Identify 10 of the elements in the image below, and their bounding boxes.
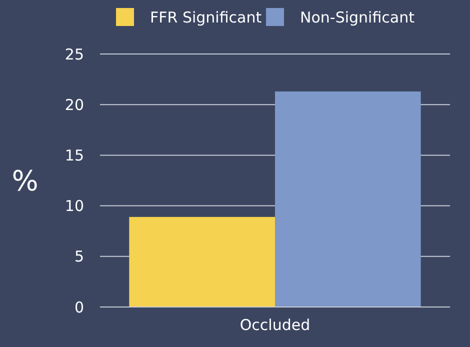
legend-label: FFR Significant bbox=[150, 8, 262, 26]
x-tick-label: Occluded bbox=[240, 316, 310, 334]
y-axis-title: % bbox=[12, 164, 38, 198]
y-tick-label: 25 bbox=[64, 45, 84, 64]
y-tick-label: 20 bbox=[64, 96, 84, 114]
y-tick-label: 15 bbox=[64, 146, 84, 164]
y-tick-label: 0 bbox=[74, 298, 84, 316]
y-tick-label: 5 bbox=[74, 248, 84, 266]
y-tick-label: 10 bbox=[64, 197, 84, 216]
legend-label: Non-Significant bbox=[300, 8, 415, 26]
